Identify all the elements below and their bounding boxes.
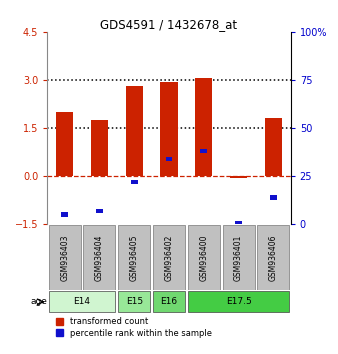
FancyBboxPatch shape (118, 225, 150, 290)
Text: E17.5: E17.5 (226, 297, 251, 306)
Bar (160, 81, 178, 176)
Text: age: age (30, 297, 47, 306)
Text: E14: E14 (74, 297, 91, 306)
Bar (270, 195, 276, 200)
Text: GSM936403: GSM936403 (60, 234, 69, 281)
Bar (195, 78, 213, 176)
Bar (131, 180, 138, 184)
Bar (235, 221, 242, 226)
Bar (96, 209, 103, 213)
Text: GSM936404: GSM936404 (95, 234, 104, 281)
FancyBboxPatch shape (153, 225, 185, 290)
Bar (62, 212, 68, 217)
Bar (166, 156, 172, 161)
Bar (200, 149, 207, 153)
Bar (230, 176, 247, 178)
FancyBboxPatch shape (49, 225, 81, 290)
Text: GSM936402: GSM936402 (165, 234, 173, 281)
FancyBboxPatch shape (257, 225, 289, 290)
Text: E16: E16 (161, 297, 177, 306)
Text: GSM936405: GSM936405 (130, 234, 139, 281)
Bar (91, 120, 108, 176)
FancyBboxPatch shape (118, 291, 150, 312)
Text: GSM936406: GSM936406 (269, 234, 278, 281)
FancyBboxPatch shape (188, 225, 220, 290)
FancyBboxPatch shape (83, 225, 116, 290)
Text: GSM936401: GSM936401 (234, 234, 243, 281)
Bar (265, 119, 282, 176)
Text: GSM936400: GSM936400 (199, 234, 208, 281)
Bar (125, 86, 143, 176)
Text: E15: E15 (126, 297, 143, 306)
Legend: transformed count, percentile rank within the sample: transformed count, percentile rank withi… (56, 318, 212, 338)
Bar (56, 112, 73, 176)
FancyBboxPatch shape (153, 291, 185, 312)
FancyBboxPatch shape (49, 291, 116, 312)
Title: GDS4591 / 1432678_at: GDS4591 / 1432678_at (100, 18, 238, 31)
FancyBboxPatch shape (222, 225, 255, 290)
FancyBboxPatch shape (188, 291, 289, 312)
